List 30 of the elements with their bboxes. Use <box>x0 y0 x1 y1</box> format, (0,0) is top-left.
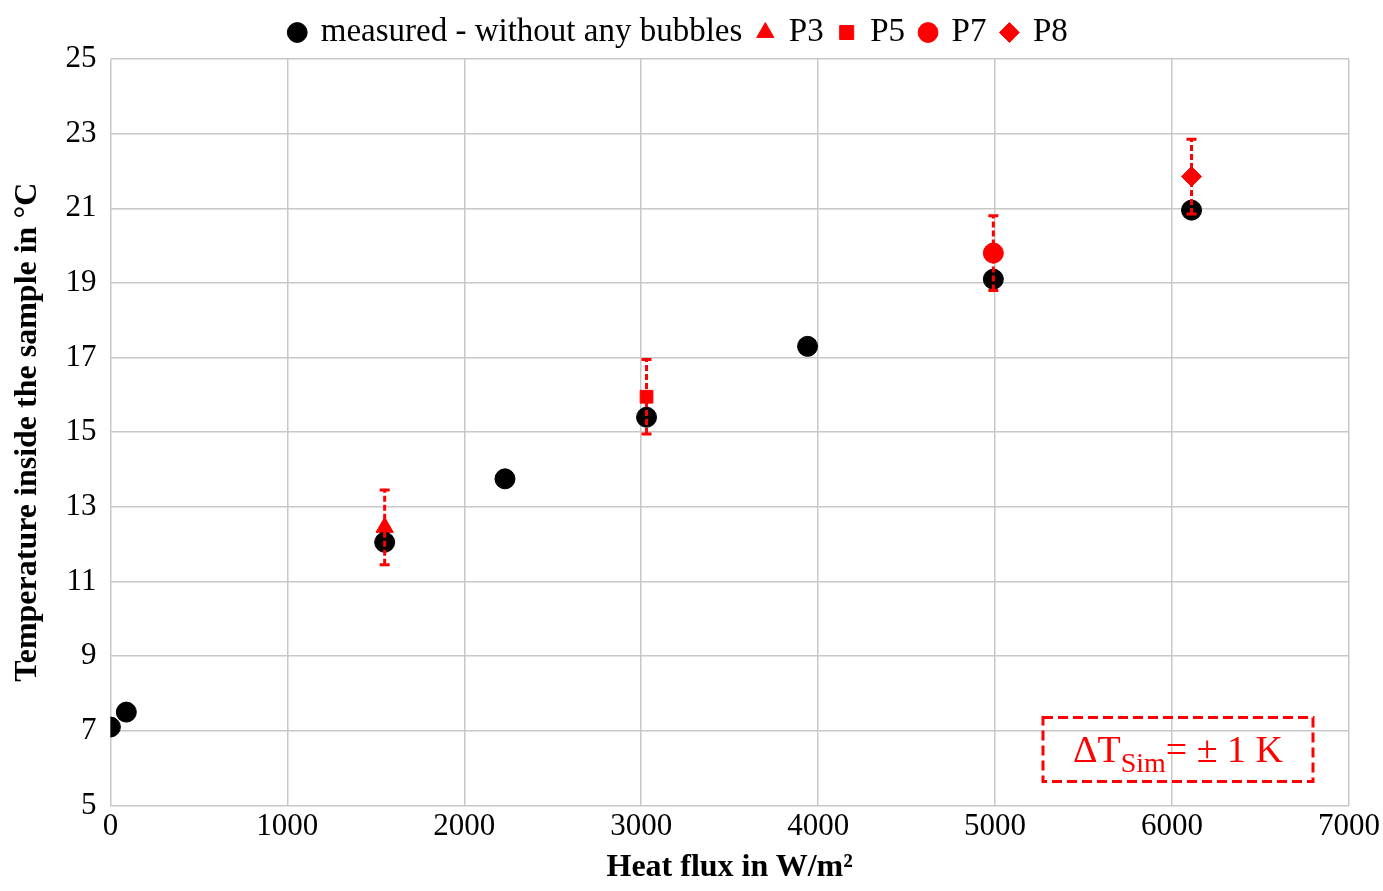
y-tick-label: 5 <box>80 785 97 821</box>
y-tick-label: 23 <box>65 113 97 149</box>
x-tick-label: 2000 <box>433 807 496 843</box>
legend-label: P5 <box>870 12 906 49</box>
x-tick-label: 3000 <box>610 807 673 843</box>
y-tick-label: 19 <box>65 263 97 299</box>
point <box>494 468 516 490</box>
y-tick-label: 15 <box>65 412 97 448</box>
legend-label: P7 <box>951 12 987 49</box>
y-tick-label: 21 <box>65 188 97 224</box>
point <box>639 389 654 404</box>
y-tick-label: 9 <box>80 636 97 672</box>
point <box>115 701 137 723</box>
x-tick-label: 6000 <box>1141 807 1204 843</box>
point <box>797 335 819 357</box>
x-tick-label: 0 <box>102 807 119 843</box>
legend-label: measured - without any bubbles <box>320 12 743 49</box>
x-tick-label: 1000 <box>256 807 319 843</box>
x-tick-label: 4000 <box>787 807 850 843</box>
y-tick-label: 13 <box>65 486 97 522</box>
legend-label: P8 <box>1032 12 1068 49</box>
y-tick-label: 11 <box>66 561 97 597</box>
y-tick-label: 17 <box>65 337 97 373</box>
legend-label: P3 <box>788 12 824 49</box>
x-tick-label: 5000 <box>964 807 1027 843</box>
x-axis-title: Heat flux in W/m² <box>606 847 853 884</box>
y-tick-label: 7 <box>80 710 97 746</box>
x-tick-label: 7000 <box>1318 807 1380 843</box>
y-axis-title: Temperature inside the sample in °C <box>7 182 44 682</box>
y-tick-label: 25 <box>65 39 97 75</box>
